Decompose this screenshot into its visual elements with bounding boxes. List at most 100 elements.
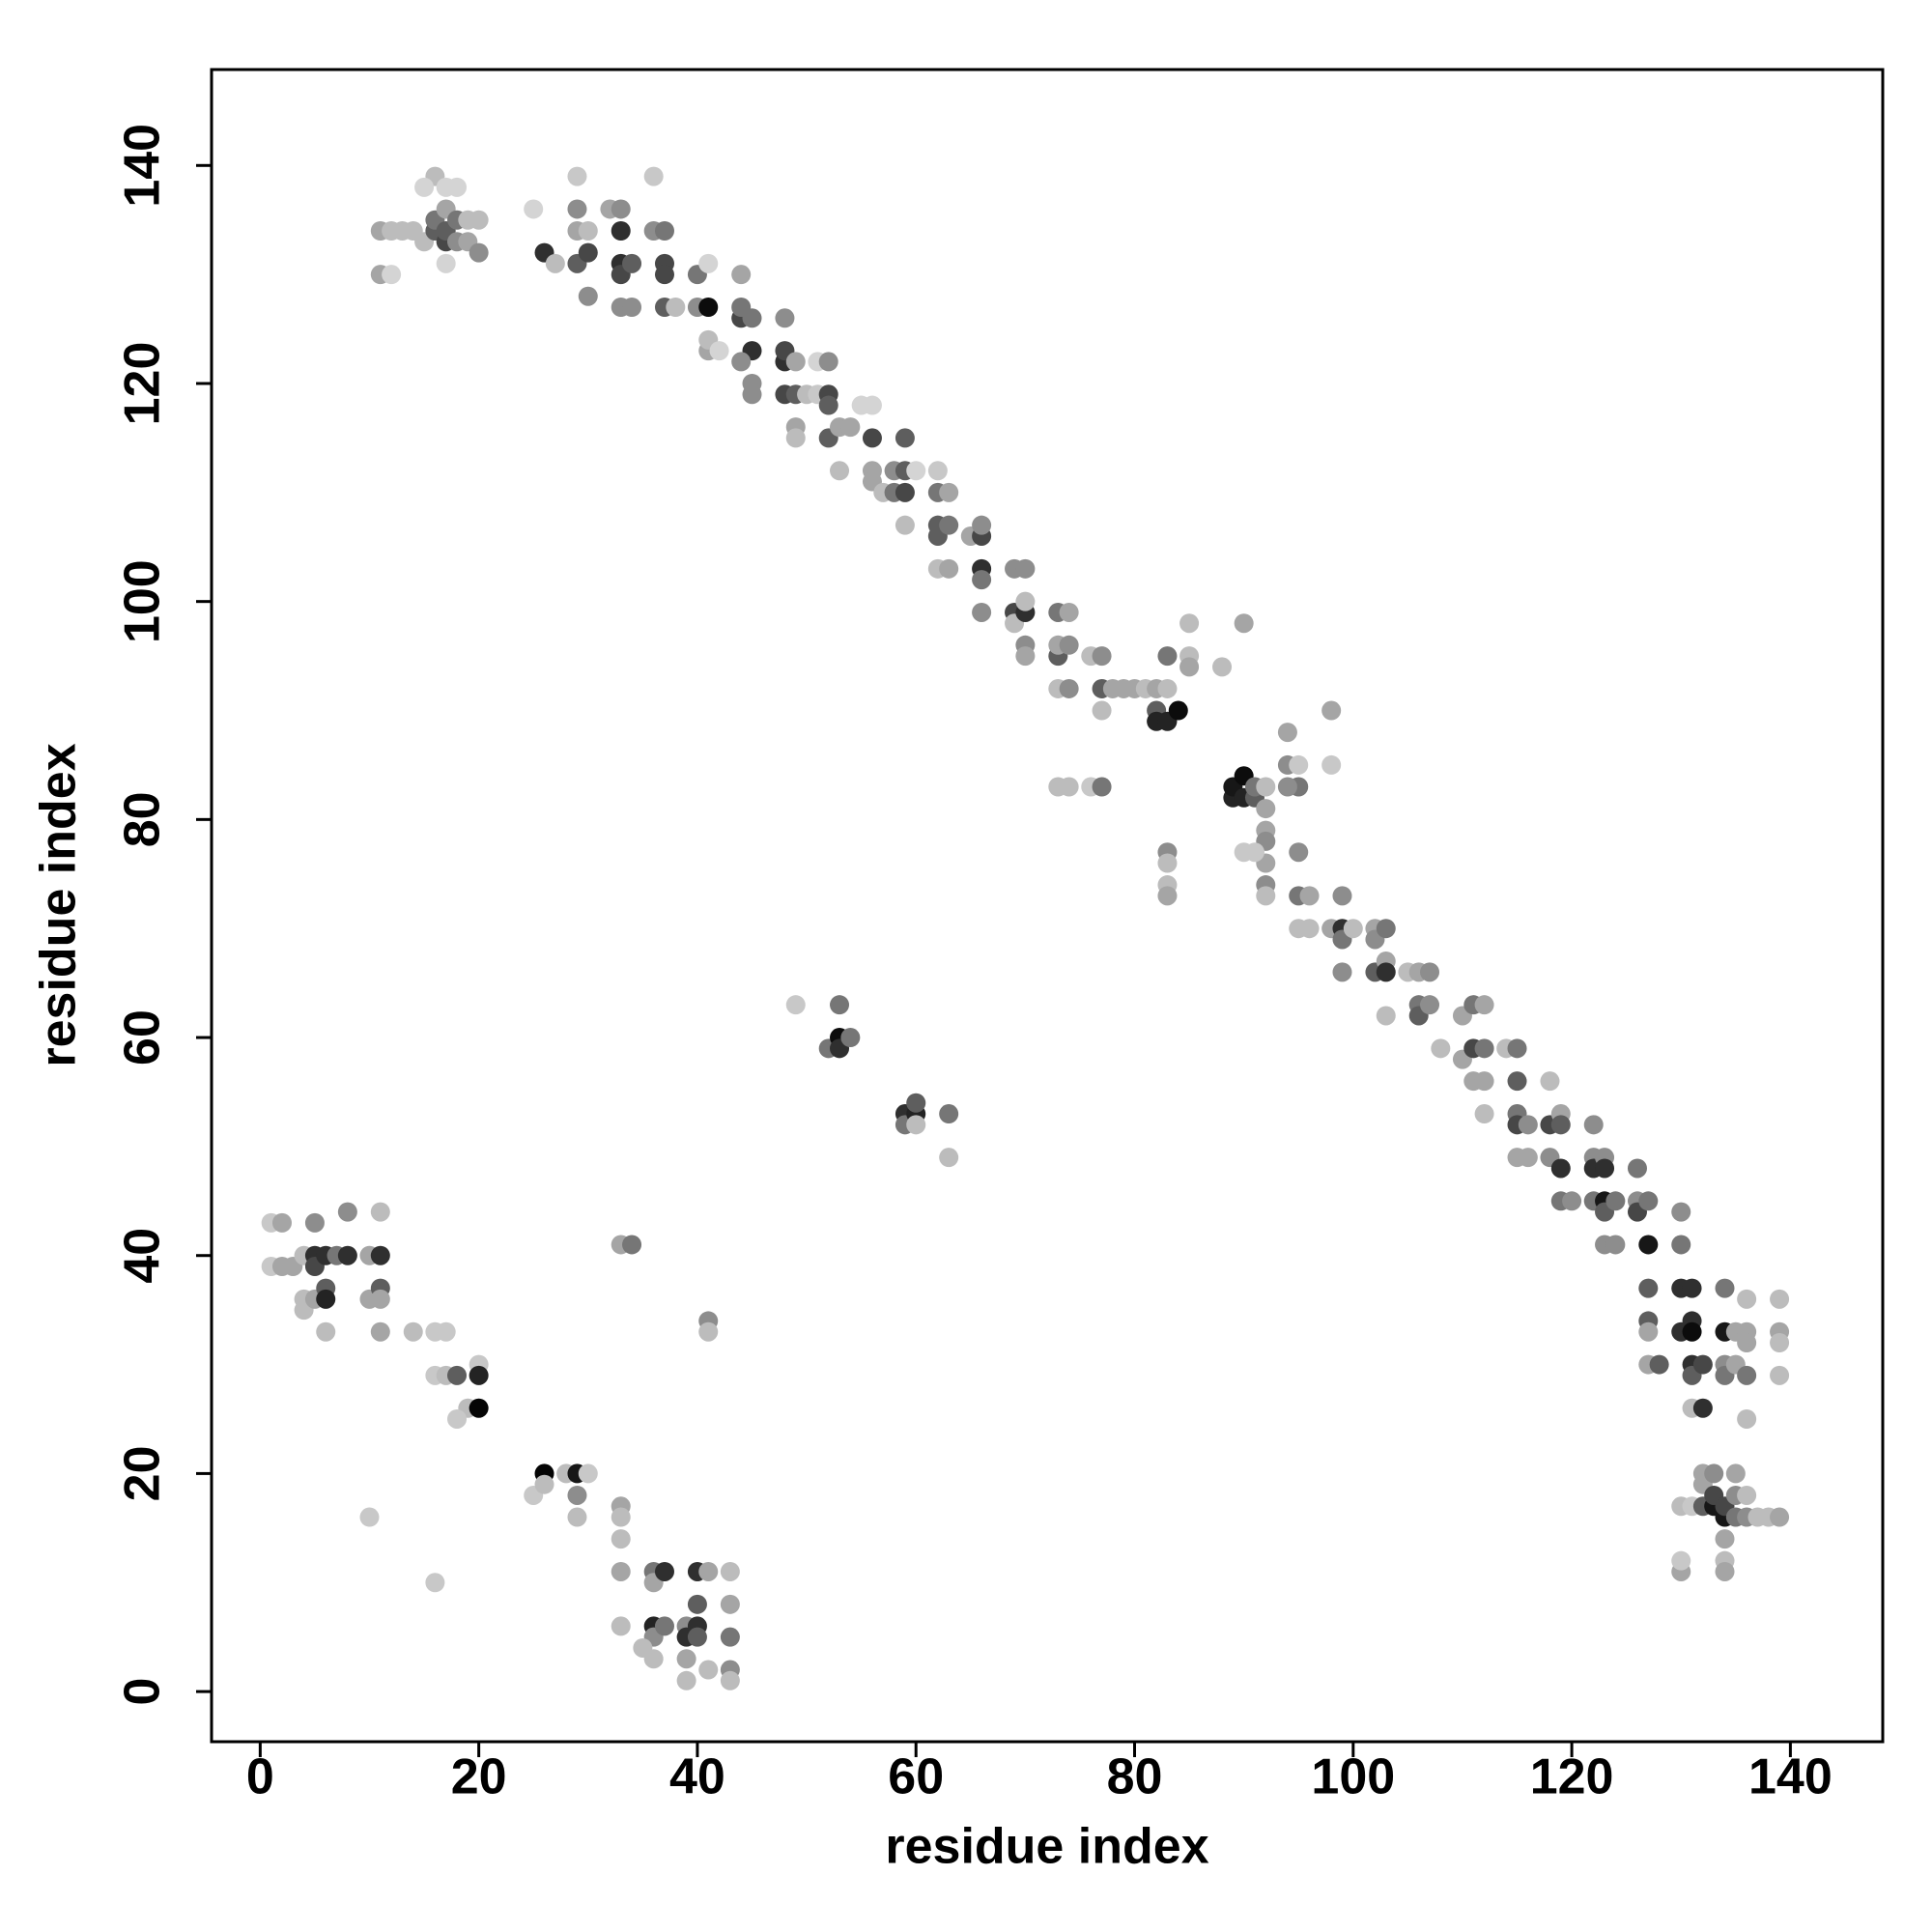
point <box>1692 1398 1713 1418</box>
point <box>1770 1289 1790 1309</box>
point <box>611 1507 631 1527</box>
point <box>1737 1332 1757 1352</box>
point <box>698 1660 719 1680</box>
y-tick-label: 20 <box>115 1445 171 1501</box>
point <box>654 1616 674 1636</box>
point <box>534 1474 554 1494</box>
point <box>447 177 468 197</box>
point <box>1059 678 1079 698</box>
point <box>1474 1038 1494 1059</box>
x-tick-label: 40 <box>669 1749 725 1805</box>
x-tick-label: 0 <box>246 1749 274 1805</box>
point <box>1059 777 1079 797</box>
point <box>939 1148 959 1168</box>
point <box>785 428 806 448</box>
point <box>1420 995 1440 1015</box>
point <box>403 1321 423 1342</box>
point <box>742 308 762 328</box>
point <box>1725 1463 1746 1484</box>
point <box>927 461 948 481</box>
point <box>972 515 992 535</box>
point <box>1059 635 1079 655</box>
point <box>1583 1115 1604 1135</box>
point <box>1770 1365 1790 1385</box>
point <box>469 210 489 230</box>
point <box>698 1321 719 1342</box>
point <box>316 1289 336 1309</box>
point <box>611 221 631 242</box>
point <box>1420 962 1440 982</box>
point <box>687 1627 707 1647</box>
point <box>1638 1278 1659 1298</box>
point <box>436 253 456 273</box>
point <box>785 995 806 1015</box>
point <box>830 461 850 481</box>
point <box>818 352 838 372</box>
point <box>972 602 992 622</box>
point <box>1157 886 1178 906</box>
point <box>304 1212 325 1233</box>
point <box>1715 1529 1735 1549</box>
point <box>414 177 435 197</box>
point <box>622 1235 642 1255</box>
point <box>676 1670 696 1690</box>
point <box>1431 1038 1451 1059</box>
point <box>654 1561 674 1581</box>
point <box>840 417 861 438</box>
point <box>1015 558 1036 579</box>
point <box>1376 962 1396 982</box>
x-tick-label: 60 <box>888 1749 944 1805</box>
point <box>567 166 587 186</box>
x-tick-label: 20 <box>451 1749 507 1805</box>
point <box>1299 886 1320 906</box>
point <box>1715 1278 1735 1298</box>
point <box>382 265 402 285</box>
point <box>895 515 915 535</box>
point <box>1277 723 1297 743</box>
point <box>906 461 926 481</box>
point <box>578 221 598 242</box>
point <box>1092 777 1112 797</box>
point <box>1015 646 1036 667</box>
x-tick-label: 140 <box>1748 1749 1833 1805</box>
point <box>1092 646 1112 667</box>
point <box>1649 1354 1669 1375</box>
point <box>939 482 959 502</box>
plot-frame <box>210 68 1885 1744</box>
point <box>545 253 565 273</box>
point <box>720 1670 740 1690</box>
point <box>578 286 598 306</box>
point <box>676 1649 696 1669</box>
point <box>611 199 631 219</box>
point <box>611 1616 631 1636</box>
point <box>1289 754 1309 775</box>
point <box>337 1245 357 1265</box>
point <box>862 395 882 415</box>
point <box>1157 646 1178 667</box>
point <box>1015 591 1036 611</box>
point <box>1682 1321 1702 1342</box>
point <box>1671 1550 1691 1571</box>
point <box>1715 1561 1735 1581</box>
point <box>1474 1071 1494 1092</box>
point <box>939 558 959 579</box>
point <box>1737 1289 1757 1309</box>
point <box>698 1561 719 1581</box>
point <box>1737 1485 1757 1505</box>
point <box>447 1365 468 1385</box>
point <box>1376 1006 1396 1026</box>
point <box>271 1212 292 1233</box>
point <box>1638 1321 1659 1342</box>
point <box>1321 700 1342 721</box>
point <box>1256 777 1276 797</box>
point <box>1518 1148 1538 1168</box>
y-tick-label: 140 <box>115 124 171 208</box>
point <box>731 352 752 372</box>
point <box>469 1365 489 1385</box>
point <box>578 242 598 263</box>
point <box>1605 1235 1626 1255</box>
x-axis-label: residue index <box>885 1819 1208 1875</box>
point <box>1212 657 1233 677</box>
point <box>709 341 729 361</box>
